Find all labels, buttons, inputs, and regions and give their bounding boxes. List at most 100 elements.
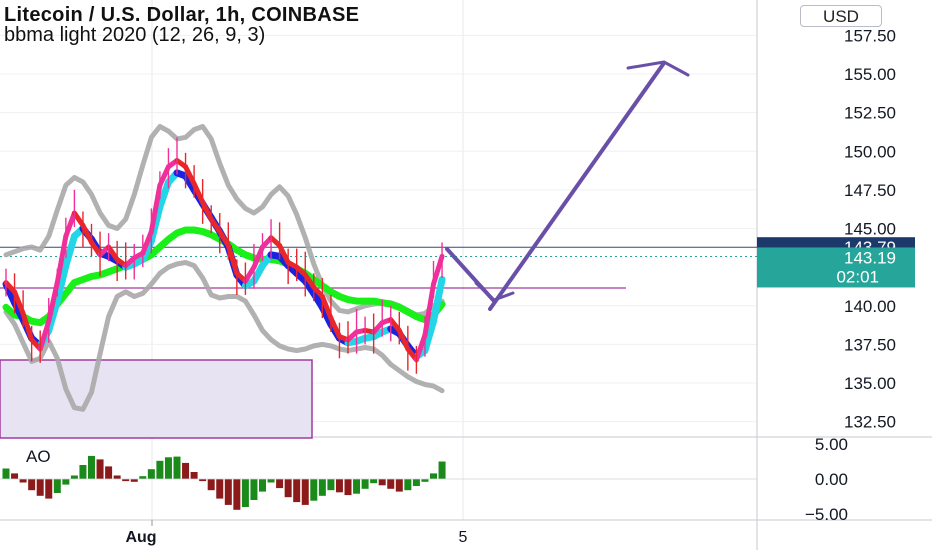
ao-bar [147,469,155,479]
ao-bar [79,465,87,479]
price-segment [37,318,52,352]
ao-bar [378,479,386,486]
price-segment [183,164,197,187]
upper-band-line [3,124,445,318]
ao-bar [36,479,44,496]
price-segment [12,289,26,316]
ao-bar [301,479,309,505]
ao-axis-tick: −5.00 [805,505,848,524]
price-segment [422,281,436,338]
ao-bar [361,479,369,489]
ao-bar [233,479,241,510]
price-segment [413,332,428,363]
ao-bar [156,460,164,479]
lower-band-line [3,260,445,412]
fast-ma-segment [45,297,61,334]
price-segment [106,244,120,262]
ao-bar [284,479,292,498]
price-segment [71,210,86,228]
ao-bar [207,479,215,491]
ao-bar [267,479,275,483]
price-segment [20,310,35,343]
ao-bar [28,479,36,491]
ao-bar [139,476,147,479]
projection-arrowhead-up [626,60,690,77]
ao-axis-tick: 5.00 [815,435,848,454]
ao-bar [96,459,104,479]
ao-bar [62,479,70,485]
fast-ma-segment [62,232,78,270]
ao-bar [353,479,361,494]
ao-bar [387,479,395,489]
ao-bar [216,479,224,499]
price-segment [328,315,342,340]
price-segment [54,233,69,286]
price-segment [140,229,154,256]
price-axis-tick: 150.00 [844,142,896,161]
ao-bar [130,479,138,482]
price-segment [80,222,94,245]
chart-title: Litecoin / U.S. Dollar, 1h, COINBASE [4,4,360,26]
ao-bar [259,479,266,492]
ao-bar [11,473,19,479]
currency-button[interactable]: USD [800,5,882,27]
price-segment [217,229,231,248]
current-price-label: 143.19 [844,248,896,267]
ao-bar [113,475,121,479]
ao-bar [412,479,420,486]
ao-bar [250,479,258,500]
countdown-label: 02:01 [836,267,879,286]
ao-bar [70,475,78,479]
price-axis-tick: 132.50 [844,413,896,432]
time-axis-label: Aug [125,529,156,546]
ao-bar [164,457,172,479]
price-axis-tick: 147.50 [844,181,896,200]
fast-ma-segment [421,317,437,355]
ao-bar [19,479,27,483]
ao-bar [310,479,318,501]
ao-bar [421,479,429,482]
time-axis-label: 5 [459,529,468,546]
ao-bar [190,472,198,479]
price-segment [277,242,291,265]
ao-bar [430,473,437,479]
price-segment [319,293,334,321]
ao-bar [241,479,249,507]
price-axis-tick: 155.00 [844,65,896,84]
ao-axis-tick: 0.00 [815,470,848,489]
ao-bar [344,479,352,496]
fast-ma-segment [147,203,164,245]
price-segment [302,272,317,290]
price-segment [242,264,257,284]
fast-ma-segment [53,262,70,305]
ao-label: AO [26,447,51,466]
ao-bar [276,479,284,489]
price-axis-tick: 137.50 [844,335,896,354]
price-segment [208,216,223,235]
projection-arrow-up [488,61,666,311]
price-segment [251,244,265,270]
ao-bar [335,479,343,493]
ao-bar [199,479,207,482]
ao-bar [53,479,61,493]
ao-bar [2,468,10,479]
ao-bar [318,479,326,496]
ao-bar [395,479,403,492]
ao-bar [88,455,95,479]
price-segment [396,327,411,352]
price-axis-tick: 135.00 [844,374,896,393]
ao-bar [45,479,53,499]
price-segment [63,210,77,239]
ao-bar [182,462,190,479]
price-segment [46,280,60,324]
range-box [0,359,313,439]
fast-ma-segment [430,275,446,325]
price-segment [148,182,163,235]
ao-bar [327,479,335,491]
ao-bar [404,479,412,491]
ao-bar [173,456,181,479]
ao-bar [293,479,301,503]
indicator-legend[interactable]: bbma light 2020 (12, 26, 9, 3) [4,24,266,46]
ao-bar [370,479,378,484]
